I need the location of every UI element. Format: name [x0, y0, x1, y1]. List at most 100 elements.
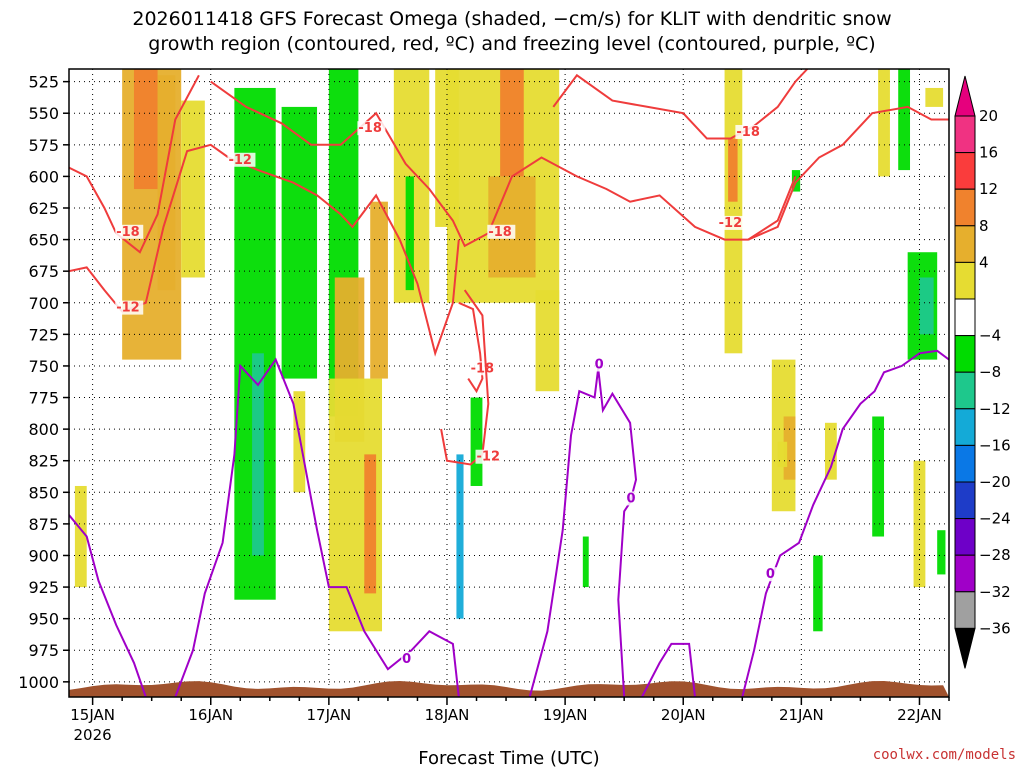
colorbar-label-7: −12: [979, 400, 1011, 418]
colorbar-label-5: −4: [979, 327, 1001, 345]
y-tick-label-950: 950: [28, 610, 59, 629]
colorbar-swatch-2: [954, 188, 976, 227]
omega-region-20: [500, 69, 524, 177]
freezing-contour-label-bg-2: [401, 651, 414, 666]
x-tick-label-17: 17JAN: [306, 706, 351, 724]
dgz-contour-label-7: -18: [471, 361, 495, 376]
ground-polygon: [69, 681, 949, 697]
omega-region-8: [293, 391, 306, 493]
omega-region-17: [456, 454, 464, 619]
y-tick-label-700: 700: [28, 294, 59, 313]
omega-region-36: [925, 87, 944, 107]
dgz-contour-line-6: [552, 69, 809, 140]
freezing-contour-line-1: [174, 357, 460, 697]
omega-region-25: [728, 138, 738, 202]
dgz-contour-label-5: -12: [719, 216, 743, 231]
colorbar-swatch-8: [954, 408, 976, 446]
dgz-contour-label-4: -18: [488, 225, 512, 240]
colorbar-label-12: −32: [979, 583, 1011, 601]
omega-region-1: [133, 69, 158, 190]
x-tick-label-22: 22JAN: [897, 706, 942, 724]
grid-lines: [69, 69, 949, 697]
y-tick-label-525: 525: [28, 73, 59, 92]
colorbar-swatch-12: [954, 554, 976, 593]
x-tick-label-16: 16JAN: [188, 706, 233, 724]
colorbar-swatch-10: [954, 481, 976, 520]
omega-region-4: [74, 485, 87, 588]
freezing-contour-line-0: [69, 514, 147, 697]
dgz-contour-line-3: [210, 80, 489, 248]
x-tick-sublabel-15: 2026: [74, 726, 112, 744]
omega-region-12: [364, 454, 377, 594]
omega-region-18: [470, 397, 483, 486]
dgz-contour-label-bg-0: [115, 224, 144, 239]
dgz-contour-label-bg-8: [475, 449, 504, 464]
dgz-contour-label-6: -18: [736, 125, 760, 140]
colorbar-swatch-9: [954, 444, 976, 483]
omega-region-30: [878, 69, 890, 177]
y-tick-label-1000: 1000: [18, 673, 59, 692]
freezing-contour-label-bg-6: [764, 567, 777, 582]
freezing-contour-line-3: [528, 368, 638, 697]
y-tick-label-850: 850: [28, 483, 59, 502]
omega-region-13: [370, 201, 388, 379]
dgz-contour-label-bg-7: [469, 361, 498, 376]
omega-region-7: [281, 106, 318, 379]
colorbar-swatch-0: [954, 115, 976, 154]
dgz-contour-label-bg-2: [227, 152, 256, 167]
y-tick-label-625: 625: [28, 199, 59, 218]
colorbar-label-9: −20: [979, 473, 1011, 491]
dgz-contour-label-8: -12: [477, 450, 501, 465]
y-tick-label-550: 550: [28, 104, 59, 123]
pressure-axis: 525 550 575 600 625 650 675 700 725 750 775 800 825 8…: [18, 73, 69, 692]
colorbar-label-0: 20: [979, 107, 998, 125]
colorbar-label-3: 8: [979, 217, 989, 235]
omega-region-23: [582, 536, 589, 588]
dgz-contour-label-0: -18: [116, 225, 140, 240]
dgz-contour-label-2: -12: [228, 153, 252, 168]
omega-region-39: [813, 555, 823, 632]
dgz-contour-line-5: [747, 105, 949, 241]
colorbar-swatch-6: [954, 335, 976, 373]
colorbar-label-11: −28: [979, 546, 1011, 564]
omega-region-24: [724, 69, 743, 354]
colorbar-swatch-1: [954, 152, 976, 190]
colorbar-swatch-7: [954, 371, 976, 410]
freezing-contour-label-2: 0: [402, 652, 411, 667]
dgz-contour-label-bg-4: [487, 224, 516, 239]
colorbar-label-6: −8: [979, 363, 1001, 381]
dgz-contour-label-bg-6: [735, 124, 764, 139]
dgz-contour-line-0: [69, 74, 200, 254]
omega-region-15: [405, 176, 414, 291]
omega-region-38: [777, 441, 788, 468]
ground-terrain: [69, 681, 949, 697]
y-tick-label-725: 725: [28, 325, 59, 344]
colorbar-label-13: −36: [979, 619, 1011, 637]
colorbar-label-4: 4: [979, 253, 989, 271]
chart-title-line2: growth region (contoured, red, ºC) and f…: [148, 33, 875, 55]
omega-region-2: [157, 75, 176, 291]
y-tick-label-825: 825: [28, 452, 59, 471]
colorbar-swatch-4: [954, 261, 976, 300]
colorbar-swatch-11: [954, 518, 976, 556]
y-tick-label-925: 925: [28, 578, 59, 597]
x-axis-title: Forecast Time (UTC): [418, 748, 599, 768]
colorbar: 20 16 12 8 4 −4 −8 −12 −16 −20 −24 −28 −32 −36: [954, 75, 1011, 669]
freezing-level-contours: 0 0 0 0: [69, 349, 949, 697]
y-tick-label-800: 800: [28, 420, 59, 439]
y-tick-label-750: 750: [28, 357, 59, 376]
omega-region-34: [919, 277, 934, 335]
dgz-contour-label-3: -18: [358, 121, 382, 136]
freezing-contour-label-bg-4: [625, 491, 638, 506]
omega-region-22: [535, 290, 560, 392]
omega-region-3: [181, 100, 205, 278]
y-tick-label-575: 575: [28, 136, 59, 155]
colorbar-under-arrow: [954, 627, 976, 669]
y-tick-label-650: 650: [28, 231, 59, 250]
freezing-contour-label-3: 0: [595, 357, 604, 372]
colorbar-swatch-5: [954, 298, 976, 337]
omega-region-29: [824, 422, 837, 480]
y-tick-label-975: 975: [28, 641, 59, 660]
time-axis: 15JAN 2026 16JAN 17JAN 18JAN 19JAN 20JAN 21JAN 2…: [70, 697, 950, 744]
x-tick-label-19: 19JAN: [543, 706, 588, 724]
